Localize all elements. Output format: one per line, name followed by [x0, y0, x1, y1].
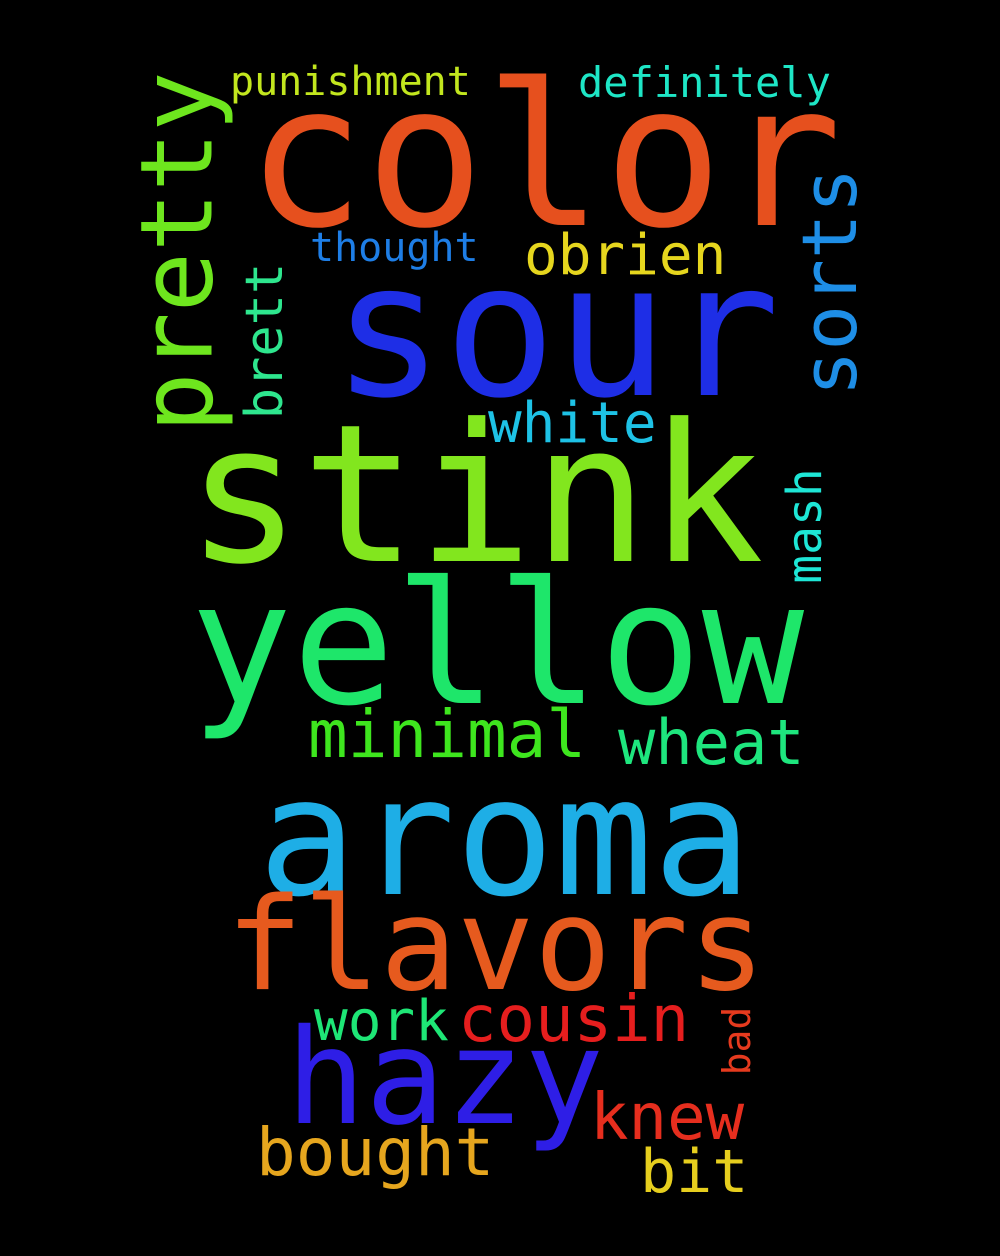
word-bought: bought: [256, 1114, 495, 1191]
word-cousin: cousin: [458, 983, 690, 1057]
word-color: color: [246, 41, 843, 272]
word-flavors: flavors: [226, 871, 766, 1020]
word-white: white: [488, 391, 657, 456]
word-pretty: pretty: [118, 71, 236, 433]
word-sour: sour: [332, 222, 780, 439]
word-wheat: wheat: [618, 706, 805, 779]
word-punishment: punishment: [230, 59, 471, 105]
word-aroma: aroma: [258, 742, 752, 933]
word-hazy: hazy: [286, 1001, 604, 1155]
word-knew: knew: [590, 1081, 745, 1155]
word-work: work: [314, 989, 449, 1054]
word-minimal: minimal: [308, 696, 587, 773]
word-brett: brett: [235, 262, 295, 420]
word-stink: stink: [186, 384, 764, 607]
word-thought: thought: [310, 225, 479, 271]
word-definitely: definitely: [578, 58, 831, 107]
word-sorts: sorts: [785, 167, 874, 397]
word-bit: bit: [640, 1137, 749, 1207]
word-mash: mash: [777, 468, 833, 584]
word-yellow: yellow: [190, 546, 805, 744]
word-bad: bad: [715, 1006, 759, 1076]
word-obrien: obrien: [524, 223, 727, 288]
